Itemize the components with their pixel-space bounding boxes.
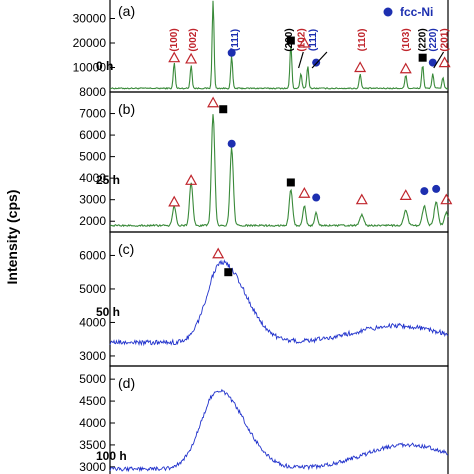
triangle-marker [168, 195, 181, 207]
legend-circle-marker [383, 7, 393, 17]
y-tick-label: 7000 [79, 107, 106, 121]
annotation-arrow [298, 51, 304, 69]
y-tick-label: 4500 [79, 394, 106, 408]
triangle-marker [354, 61, 367, 73]
y-axis-label: Intensity (cps) [4, 190, 20, 285]
time-label: 25 h [96, 173, 120, 187]
triangle-marker [399, 62, 412, 74]
panel-2: 3000 4000 5000 6000 (c) 50 h [79, 231, 449, 367]
square-marker [418, 53, 427, 62]
panel-label: (a) [118, 3, 135, 19]
y-tick-label: 3000 [79, 193, 106, 207]
data-line [109, 0, 449, 90]
triangle-marker [207, 96, 220, 108]
y-tick-label: 3500 [79, 438, 106, 452]
y-tick-label: 6000 [79, 128, 106, 142]
data-line [109, 114, 449, 228]
y-tick-label: 4000 [79, 416, 106, 430]
circle-marker [432, 184, 441, 193]
triangle-marker [355, 193, 368, 205]
triangle-marker [168, 51, 181, 63]
panels: 10000 20000 30000 (a) 0 h (100) (002) (111) (200… [73, 0, 453, 474]
y-tick-label: 8000 [79, 85, 106, 99]
triangle-marker [298, 186, 311, 198]
hkl-annotation: (100) [169, 28, 180, 51]
panel-1: 2000 3000 4000 5000 6000 7000 8000 (b) 25 h [79, 85, 453, 233]
panel-frame [109, 365, 449, 474]
hkl-annotation: (220) [428, 28, 439, 51]
y-tick-label: 4000 [79, 315, 106, 329]
hkl-annotation: (111) [230, 29, 241, 51]
triangle-marker [212, 247, 225, 259]
hkl-annotation: (103) [401, 28, 412, 51]
hkl-annotation: (201) [440, 28, 451, 51]
triangle-marker [440, 193, 453, 205]
y-tick-label: 4000 [79, 171, 106, 185]
legend-label: fcc-Ni [400, 5, 433, 19]
time-label: 0 h [96, 59, 113, 73]
square-marker [224, 268, 233, 277]
hkl-annotation: (110) [357, 29, 368, 52]
panel-frame [109, 0, 449, 93]
y-tick-label: 30000 [73, 12, 107, 26]
y-tick-label: 3000 [79, 349, 106, 363]
triangle-marker [185, 174, 198, 185]
data-line [109, 388, 449, 473]
square-marker [219, 105, 228, 114]
hkl-annotation: (111) [308, 29, 319, 51]
hkl-annotation: (200) [284, 28, 295, 51]
square-marker [286, 178, 295, 187]
panel-0: 10000 20000 30000 (a) 0 h (100) (002) (111) (200… [73, 0, 451, 93]
circle-marker [227, 139, 236, 148]
time-label: 100 h [96, 449, 127, 463]
y-tick-label: 20000 [73, 36, 107, 50]
data-line [109, 259, 449, 347]
panel-frame [109, 231, 449, 367]
y-tick-label: 5000 [79, 282, 106, 296]
y-tick-label: 6000 [79, 248, 106, 262]
triangle-marker [399, 189, 412, 200]
triangle-marker [438, 56, 451, 68]
panel-label: (b) [118, 101, 135, 117]
triangle-marker [298, 36, 311, 48]
square-marker [286, 36, 295, 45]
annotation-arrow [433, 51, 445, 69]
circle-marker [420, 187, 429, 196]
panel-3: 3000 3500 4000 4500 5000 (d) 100 h [79, 365, 449, 474]
time-label: 50 h [96, 305, 120, 319]
hkl-annotation: (002) [188, 28, 199, 51]
circle-marker [428, 58, 437, 67]
y-tick-label: 10000 [73, 61, 107, 75]
panel-label: (c) [118, 241, 134, 257]
panel-frame [109, 91, 449, 233]
y-tick-label: 5000 [79, 150, 106, 164]
y-tick-label: 2000 [79, 214, 106, 228]
annotation-arrow [311, 51, 328, 69]
triangle-marker [185, 52, 198, 64]
y-tick-label: 5000 [79, 372, 106, 386]
hkl-annotation: (220) [418, 28, 429, 51]
circle-marker [227, 48, 236, 57]
panel-label: (d) [118, 375, 135, 391]
y-tick-label: 3000 [79, 460, 106, 474]
circle-marker [312, 193, 321, 202]
hkl-annotation: (102) [297, 28, 308, 51]
